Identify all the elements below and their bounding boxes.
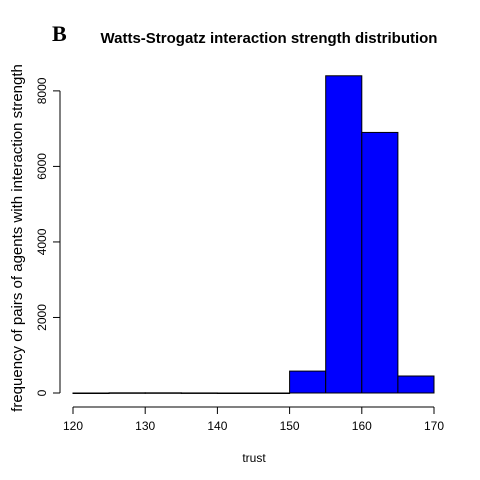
histogram-bar-4	[216, 392, 254, 394]
x-tick-label-170: 170	[424, 419, 444, 433]
y-tick-label-6000: 6000	[35, 153, 49, 180]
histogram-bar-1	[108, 392, 146, 394]
histogram-bar-6	[289, 370, 327, 394]
x-axis-label: trust	[242, 451, 266, 465]
histogram-bar-2	[144, 392, 182, 394]
y-axis-label: frequency of pairs of agents with intera…	[9, 64, 26, 412]
histogram-bar-0	[72, 392, 110, 394]
histogram-bar-8	[361, 131, 399, 394]
chart-title: Watts-Strogatz interaction strength dist…	[101, 30, 438, 47]
histogram-bar-5	[253, 392, 291, 394]
x-axis: 120 130 140 150 160 170	[63, 406, 444, 433]
panel-label: B	[52, 21, 67, 46]
x-tick-label-120: 120	[63, 419, 83, 433]
y-tick-label-8000: 8000	[35, 77, 49, 104]
x-tick-label-130: 130	[135, 419, 155, 433]
y-tick-label-4000: 4000	[35, 228, 49, 255]
x-tick-label-150: 150	[280, 419, 300, 433]
histogram-bar-7	[325, 75, 363, 394]
histogram-bar-9	[397, 375, 435, 394]
y-tick-label-2000: 2000	[35, 304, 49, 331]
x-tick-label-160: 160	[352, 419, 372, 433]
y-axis: 0 2000 4000 6000 8000	[35, 77, 61, 396]
y-tick-label-0: 0	[35, 389, 49, 396]
histogram-bar-3	[180, 392, 218, 394]
x-tick-label-140: 140	[207, 419, 227, 433]
histogram-bars	[72, 75, 435, 394]
